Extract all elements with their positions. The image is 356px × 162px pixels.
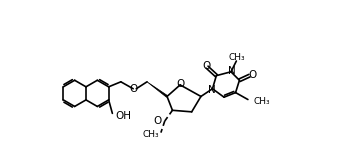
Text: O: O xyxy=(177,79,185,89)
Text: OH: OH xyxy=(115,111,131,121)
Text: O: O xyxy=(153,116,162,126)
Text: O: O xyxy=(248,70,257,80)
Text: N: N xyxy=(228,66,236,76)
Text: O: O xyxy=(129,84,137,94)
Polygon shape xyxy=(147,82,168,97)
Text: CH₃: CH₃ xyxy=(143,130,159,139)
Text: N: N xyxy=(208,85,216,94)
Text: CH₃: CH₃ xyxy=(229,53,245,62)
Text: O: O xyxy=(202,61,210,71)
Text: CH₃: CH₃ xyxy=(253,97,270,106)
